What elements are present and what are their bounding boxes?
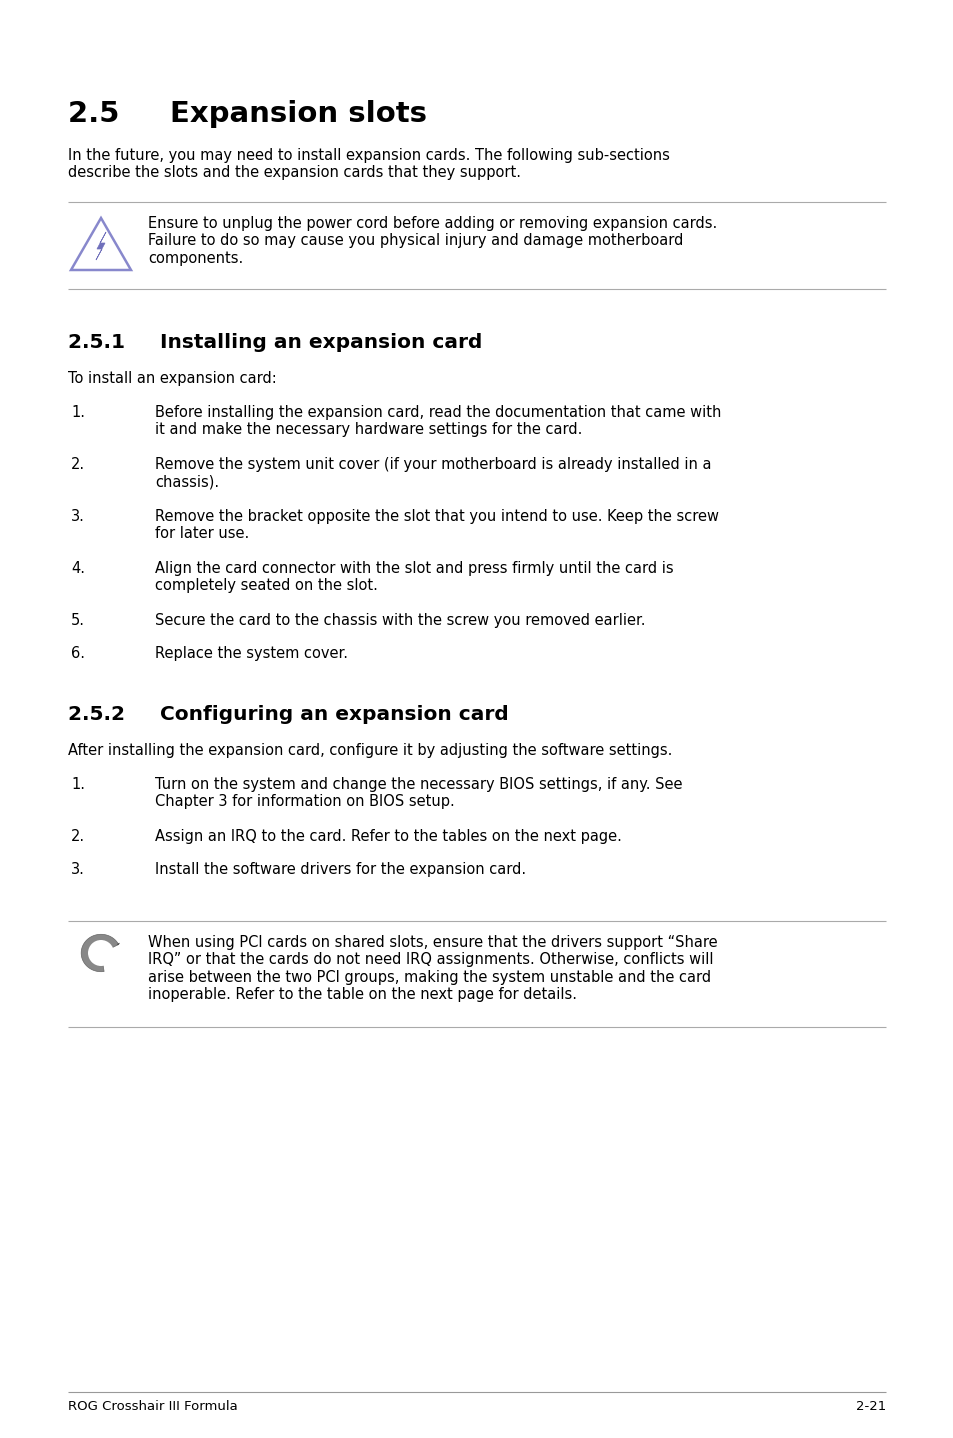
Polygon shape (117, 943, 119, 945)
Text: Ensure to unplug the power cord before adding or removing expansion cards.
Failu: Ensure to unplug the power cord before a… (148, 216, 717, 266)
Circle shape (88, 940, 113, 966)
Polygon shape (81, 935, 118, 972)
Text: 2.: 2. (71, 828, 85, 844)
Text: Remove the bracket opposite the slot that you intend to use. Keep the screw
for : Remove the bracket opposite the slot tha… (154, 509, 719, 541)
Text: 5.: 5. (71, 613, 85, 628)
Text: In the future, you may need to install expansion cards. The following sub-sectio: In the future, you may need to install e… (68, 148, 669, 180)
Text: 3.: 3. (71, 861, 85, 877)
Polygon shape (96, 232, 106, 260)
Text: 6.: 6. (71, 646, 85, 661)
Text: Align the card connector with the slot and press firmly until the card is
comple: Align the card connector with the slot a… (154, 561, 673, 594)
Text: 2.: 2. (71, 457, 85, 472)
Text: When using PCI cards on shared slots, ensure that the drivers support “Share
IRQ: When using PCI cards on shared slots, en… (148, 935, 717, 1002)
Text: Remove the system unit cover (if your motherboard is already installed in a
chas: Remove the system unit cover (if your mo… (154, 457, 711, 489)
Text: 2.5.2     Configuring an expansion card: 2.5.2 Configuring an expansion card (68, 705, 508, 723)
Text: ROG Crosshair III Formula: ROG Crosshair III Formula (68, 1401, 237, 1414)
Text: After installing the expansion card, configure it by adjusting the software sett: After installing the expansion card, con… (68, 743, 672, 758)
Text: 2-21: 2-21 (855, 1401, 885, 1414)
Text: Replace the system cover.: Replace the system cover. (154, 646, 348, 661)
Text: 1.: 1. (71, 777, 85, 792)
Text: To install an expansion card:: To install an expansion card: (68, 371, 276, 385)
Text: 3.: 3. (71, 509, 85, 523)
Text: 1.: 1. (71, 406, 85, 420)
Text: 2.5.1     Installing an expansion card: 2.5.1 Installing an expansion card (68, 334, 482, 352)
Text: 4.: 4. (71, 561, 85, 577)
Text: Secure the card to the chassis with the screw you removed earlier.: Secure the card to the chassis with the … (154, 613, 645, 628)
Text: Turn on the system and change the necessary BIOS settings, if any. See
Chapter 3: Turn on the system and change the necess… (154, 777, 681, 810)
Text: 2.5     Expansion slots: 2.5 Expansion slots (68, 101, 427, 128)
Text: Install the software drivers for the expansion card.: Install the software drivers for the exp… (154, 861, 525, 877)
Text: Before installing the expansion card, read the documentation that came with
it a: Before installing the expansion card, re… (154, 406, 720, 437)
Text: Assign an IRQ to the card. Refer to the tables on the next page.: Assign an IRQ to the card. Refer to the … (154, 828, 621, 844)
